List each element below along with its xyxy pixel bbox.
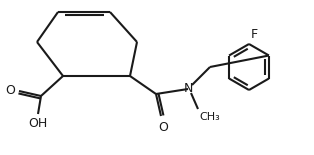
Text: N: N: [183, 82, 193, 95]
Text: O: O: [158, 121, 168, 134]
Text: O: O: [5, 84, 15, 97]
Text: F: F: [251, 28, 258, 41]
Text: OH: OH: [28, 117, 48, 130]
Text: CH₃: CH₃: [199, 112, 220, 122]
